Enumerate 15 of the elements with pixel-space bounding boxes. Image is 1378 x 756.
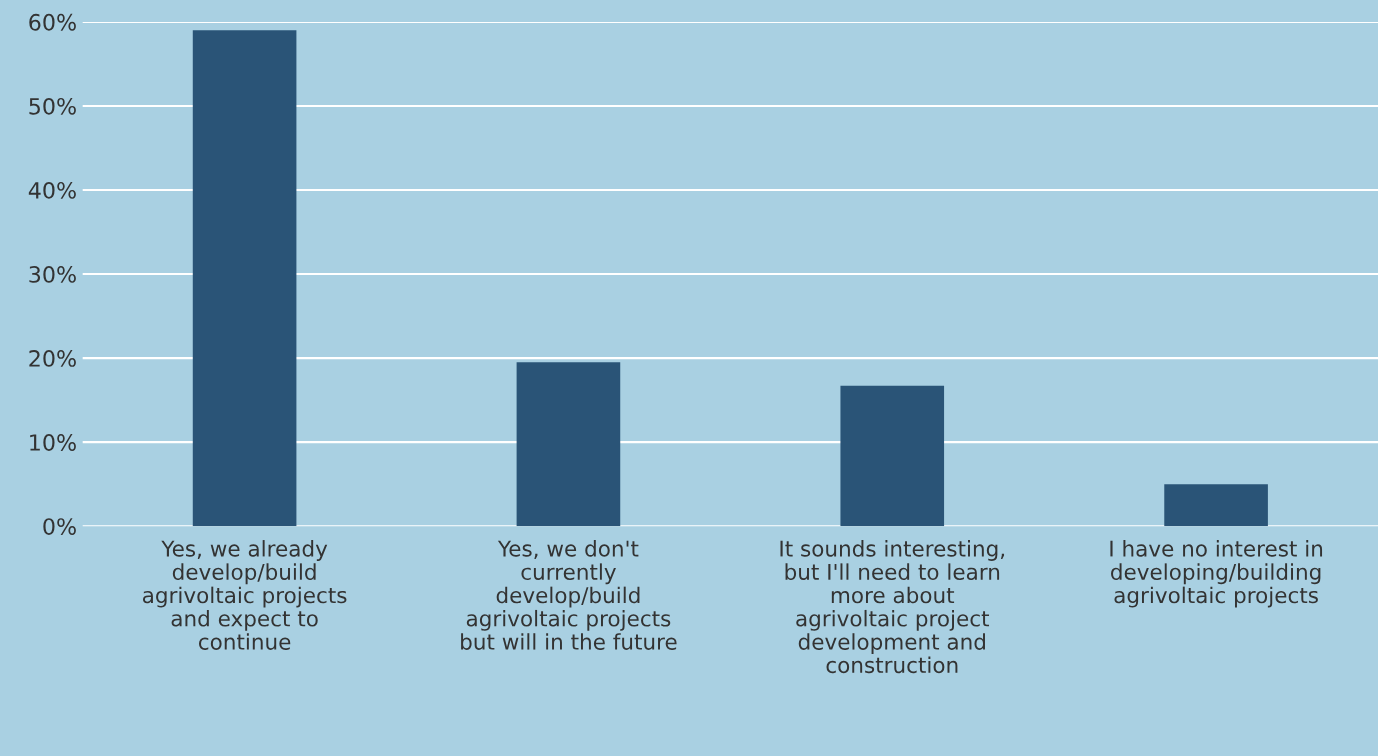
y-tick-label: 30%: [29, 266, 76, 283]
bar: [192, 30, 297, 527]
y-tick-label: 50%: [29, 97, 76, 115]
y-tick-label: 0%: [43, 518, 76, 535]
y-tick-label: 60%: [29, 13, 76, 31]
x-tick-label: Yes, we already develop/build agrivoltaic projects and expect to continue: [142, 540, 347, 650]
bar: [1164, 484, 1268, 527]
y-tick-label: 40%: [28, 181, 76, 199]
bar: [840, 385, 945, 527]
bar: [516, 362, 621, 527]
x-tick-label: Yes, we don't currently develop/build agrivoltaic projects but will in the future: [461, 540, 677, 650]
x-tick-label: I have no interest in developing/building agrivoltaic projects: [1110, 540, 1323, 608]
x-tick-label: It sounds interesting, but I'll need to learn more about agrivoltaic project development and construction: [780, 540, 1005, 674]
y-tick-label: 20%: [29, 350, 76, 367]
y-tick-label: 10%: [30, 434, 76, 451]
